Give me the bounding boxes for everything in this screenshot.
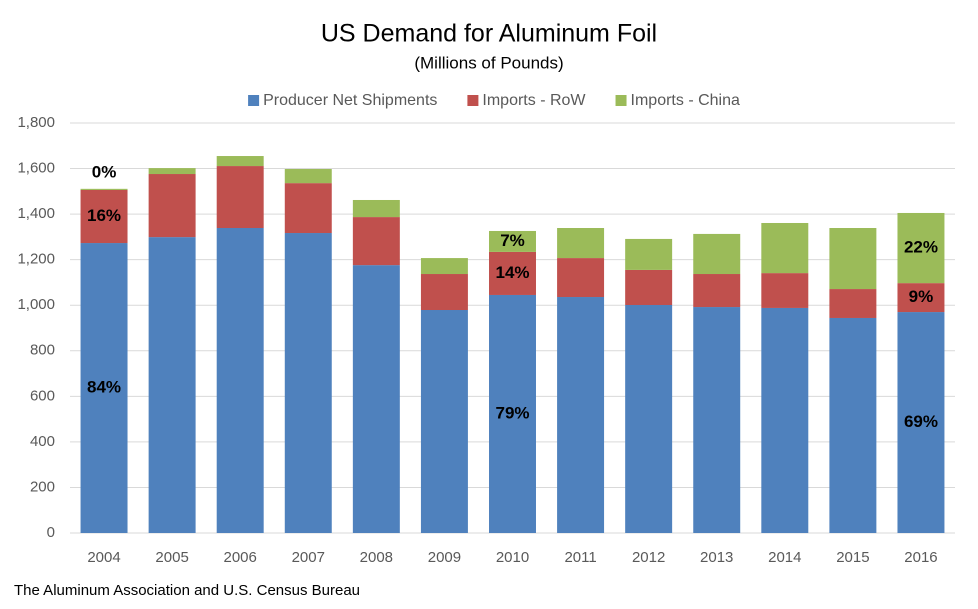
x-tick-label: 2012 [632, 549, 665, 566]
legend-item: Imports - RoW [467, 92, 586, 109]
bar-segment [216, 228, 264, 533]
x-tick-label: 2011 [564, 549, 596, 566]
y-tick-label: 1,000 [17, 296, 55, 313]
data-label: 9% [909, 287, 934, 306]
bar-segment [557, 297, 605, 533]
y-tick-label: 600 [30, 387, 55, 404]
bar-segment [489, 294, 536, 533]
bar-segment [216, 166, 264, 229]
bar-segment [352, 217, 400, 266]
bar-segment [420, 258, 468, 275]
source-note: The Aluminum Association and U.S. Census… [14, 582, 360, 599]
data-label: 7% [500, 231, 525, 250]
bar-segment [80, 189, 128, 244]
data-label: 16% [87, 206, 121, 225]
bar-segment [80, 243, 128, 534]
bar-segment [897, 283, 945, 313]
bar-segment [829, 317, 877, 533]
y-tick-label: 1,400 [17, 205, 55, 222]
y-tick-label: 200 [30, 478, 55, 495]
bar-segment [284, 183, 332, 234]
y-tick-label: 800 [30, 342, 55, 359]
x-tick-label: 2006 [224, 549, 257, 566]
x-tick-label: 2009 [428, 549, 461, 566]
data-label: 0% [92, 162, 117, 181]
bar-segment [420, 274, 468, 311]
x-tick-label: 2013 [700, 549, 733, 566]
y-tick-label: 400 [30, 433, 55, 450]
bar-segment [625, 269, 673, 305]
bar-segment [829, 289, 877, 318]
x-tick-label: 2004 [87, 549, 120, 566]
x-tick-label: 2007 [292, 549, 325, 566]
bar-segment [284, 233, 332, 533]
bar-segment [352, 265, 400, 533]
x-tick-label: 2005 [155, 549, 188, 566]
bar-segment [625, 304, 673, 533]
bar-segment [557, 258, 605, 298]
y-tick-label: 1,200 [17, 251, 55, 268]
legend-item: Producer Net Shipments [248, 92, 437, 109]
legend-swatch [615, 95, 627, 106]
legend: Producer Net Shipments Imports - RoW Impor… [248, 92, 740, 109]
bar-segment [148, 168, 196, 175]
legend-item: Imports - China [615, 92, 740, 109]
bar-segment [148, 174, 196, 238]
bar-segment [897, 212, 945, 284]
data-label: 84% [87, 378, 121, 397]
bar-segment [761, 307, 809, 533]
bar-segment [625, 238, 673, 270]
bar-segment [693, 274, 741, 308]
legend-label: Imports - China [631, 92, 740, 109]
bar-segment [761, 273, 809, 308]
legend-label: Imports - RoW [482, 92, 586, 109]
x-tick-label: 2014 [768, 549, 801, 566]
legend-label: Producer Net Shipments [263, 92, 437, 109]
data-label: 22% [904, 238, 938, 257]
chart-subtitle: (Millions of Pounds) [414, 53, 563, 72]
bar-segment [489, 230, 536, 252]
y-tick-label: 1,600 [17, 160, 55, 177]
bar-segment [557, 228, 605, 259]
bar-segment [216, 156, 264, 167]
bar-segment [284, 169, 332, 184]
bar-segment [829, 228, 877, 290]
legend-swatch [248, 95, 260, 106]
data-label: 14% [495, 263, 529, 282]
bar-segment [80, 188, 128, 190]
y-tick-label: 1,800 [17, 114, 55, 131]
bar-segment [420, 310, 468, 533]
chart-title: US Demand for Aluminum Foil [321, 20, 657, 48]
bar-segment [148, 237, 196, 533]
x-tick-label: 2015 [836, 549, 869, 566]
x-tick-label: 2010 [496, 549, 529, 566]
bar-segment [897, 312, 945, 533]
x-tick-label: 2016 [904, 549, 937, 566]
x-tick-label: 2008 [360, 549, 393, 566]
bar-segment [761, 222, 809, 274]
bar-segment [352, 199, 400, 218]
data-label: 79% [495, 403, 529, 422]
bar-segment [489, 251, 536, 295]
y-tick-label: 0 [47, 524, 55, 541]
bar-segment [693, 307, 741, 533]
bar-segment [693, 233, 741, 275]
legend-swatch [467, 95, 479, 106]
data-label: 69% [904, 412, 938, 431]
